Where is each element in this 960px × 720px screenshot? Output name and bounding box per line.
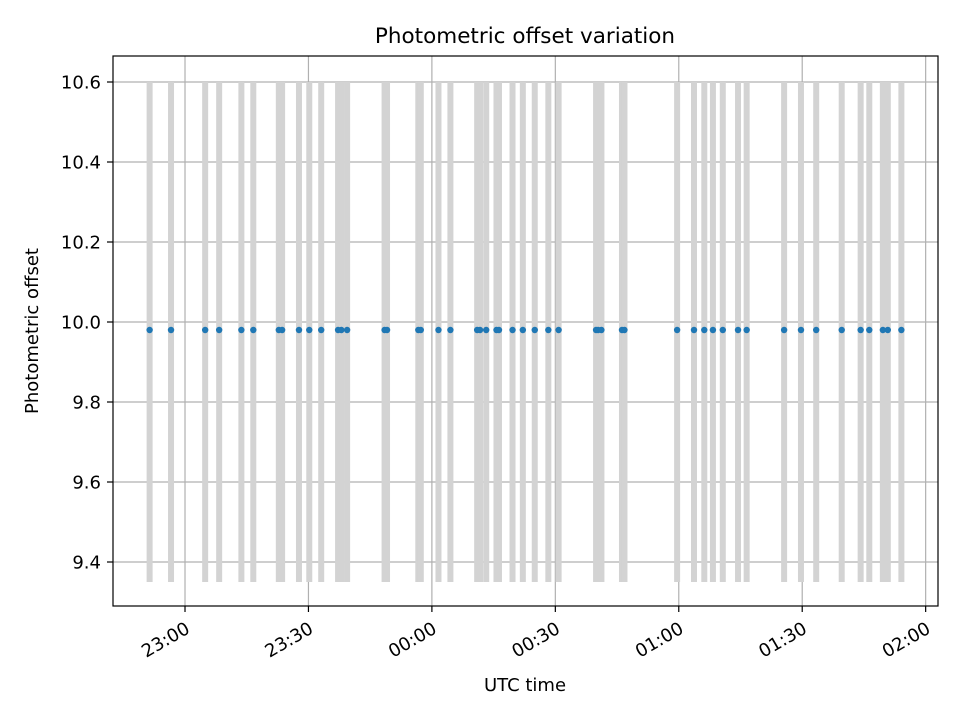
y-tick-label: 9.6 xyxy=(72,473,101,494)
data-point xyxy=(383,326,391,334)
data-point xyxy=(709,326,717,334)
data-point xyxy=(476,326,484,334)
y-tick-label: 10.0 xyxy=(61,313,101,334)
data-point xyxy=(167,326,175,334)
data-point xyxy=(250,326,257,334)
x-tick-label: 23:00 xyxy=(138,618,193,662)
chart-title: Photometric offset variation xyxy=(375,24,675,49)
data-point xyxy=(531,326,538,334)
data-point xyxy=(866,326,873,334)
data-point xyxy=(306,326,313,334)
data-point xyxy=(295,326,303,334)
x-tick-label: 00:30 xyxy=(508,618,563,662)
data-point xyxy=(519,326,527,334)
data-point xyxy=(673,326,681,334)
data-points xyxy=(146,326,905,334)
data-point xyxy=(146,326,153,334)
data-point xyxy=(555,326,562,334)
y-tick-label: 10.6 xyxy=(61,73,101,94)
x-tick-label: 00:00 xyxy=(385,618,440,662)
data-point xyxy=(598,326,605,334)
data-point xyxy=(734,326,742,334)
data-point xyxy=(743,326,750,334)
data-point xyxy=(215,326,223,334)
data-point xyxy=(343,326,351,334)
data-point xyxy=(780,326,788,334)
x-tick-label: 01:00 xyxy=(632,618,687,662)
data-point xyxy=(417,326,424,334)
data-point xyxy=(879,326,887,334)
y-tick-label: 10.2 xyxy=(61,233,101,254)
data-point xyxy=(797,326,805,334)
error-bars xyxy=(146,82,905,582)
data-point xyxy=(238,326,245,334)
data-point xyxy=(719,326,727,334)
data-point xyxy=(884,326,892,334)
plot-frame xyxy=(112,55,939,607)
data-point xyxy=(447,326,454,334)
x-tick-label: 23:30 xyxy=(262,618,317,662)
data-point xyxy=(857,326,864,334)
data-point xyxy=(318,326,325,334)
x-axis-label: UTC time xyxy=(484,675,566,696)
data-point xyxy=(898,326,905,334)
data-point xyxy=(201,326,209,334)
y-axis-label: Photometric offset xyxy=(22,248,43,414)
data-point xyxy=(278,326,286,334)
y-tick-label: 9.4 xyxy=(72,553,101,574)
y-tick-label: 10.4 xyxy=(61,153,101,174)
data-point xyxy=(495,326,503,334)
data-point xyxy=(690,326,698,334)
data-point xyxy=(701,326,708,334)
data-point xyxy=(338,326,345,334)
x-tick-label: 01:30 xyxy=(755,618,810,662)
y-tick-label: 9.8 xyxy=(72,393,101,414)
data-point xyxy=(483,326,490,334)
data-point xyxy=(435,326,442,334)
data-point xyxy=(813,326,820,334)
data-point xyxy=(838,326,845,334)
data-point xyxy=(545,326,552,334)
x-tick-label: 02:00 xyxy=(879,618,934,662)
data-point xyxy=(621,326,628,334)
data-point xyxy=(509,326,516,334)
